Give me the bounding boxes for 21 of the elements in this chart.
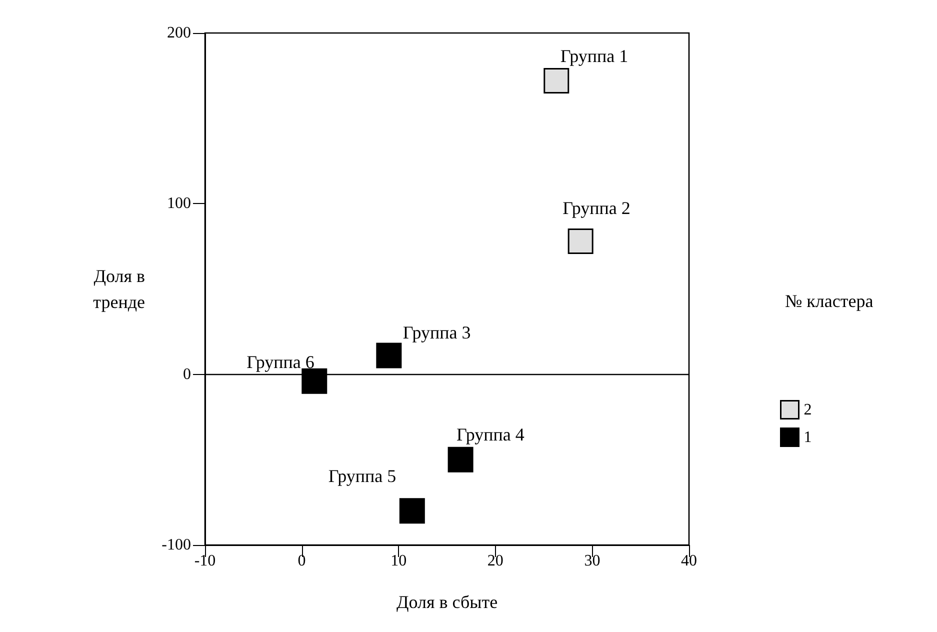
annotation: Группа 2 xyxy=(562,198,630,218)
y-tick-label: 100 xyxy=(167,195,191,212)
x-tick-label: 0 xyxy=(298,552,306,570)
annotation: Группа 4 xyxy=(456,424,524,445)
legend-title: № кластера xyxy=(785,291,874,311)
y-tick-label: -100 xyxy=(162,536,191,554)
annotation: Группа 5 xyxy=(328,466,396,486)
legend-label: 1 xyxy=(804,428,812,446)
annotation: Группа 1 xyxy=(560,46,628,66)
x-tick-label: 10 xyxy=(390,552,407,570)
y-tick-label: 0 xyxy=(183,366,191,383)
x-tick-label: 30 xyxy=(584,552,600,570)
legend-label: 2 xyxy=(804,401,812,418)
x-tick-label: 40 xyxy=(681,552,697,570)
x-axis-title: Доля в сбыте xyxy=(396,592,498,612)
annotation: Группа 3 xyxy=(402,322,471,343)
y-axis-title: Доля в тренде xyxy=(93,266,146,312)
x-tick-label: 20 xyxy=(487,552,504,570)
y-tick-label: 200 xyxy=(167,24,191,42)
x-tick-label: -10 xyxy=(194,552,216,570)
annotation: Группа 6 xyxy=(246,352,314,372)
